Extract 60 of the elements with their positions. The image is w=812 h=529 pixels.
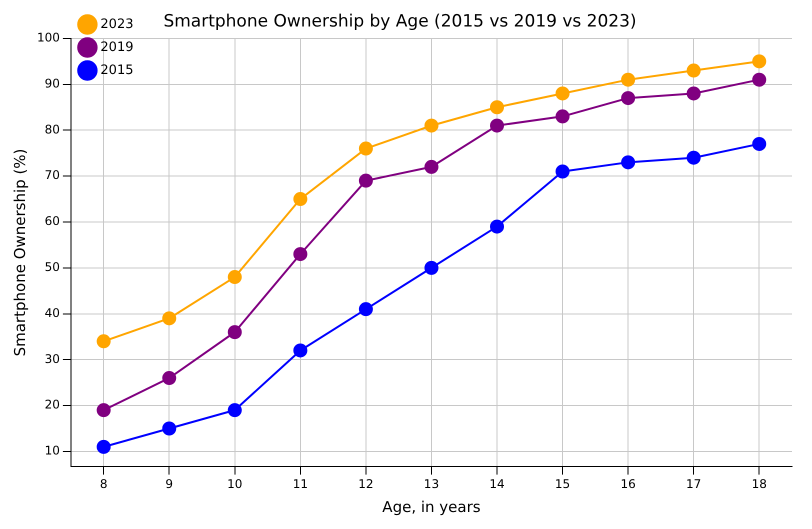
x-tick-label: 17 (686, 476, 702, 491)
point (686, 64, 701, 78)
y-tick-label: 90 (44, 76, 60, 90)
point (162, 371, 176, 386)
legend-label: 2015 (100, 62, 134, 78)
y-tick-label: 40 (44, 306, 60, 320)
point (162, 422, 176, 436)
point (228, 403, 242, 418)
point (293, 247, 308, 262)
point (162, 311, 176, 326)
x-tick-label: 8 (100, 476, 108, 491)
point (686, 86, 701, 100)
point (228, 325, 242, 340)
x-tick-label: 11 (292, 476, 308, 491)
point (96, 403, 111, 418)
x-tick-label: 9 (165, 476, 174, 491)
point (752, 72, 766, 87)
point (490, 118, 504, 133)
legend-label: 2023 (100, 16, 134, 32)
point (490, 220, 504, 234)
y-tick-label: 100 (37, 30, 60, 45)
y-tick-label: 10 (44, 444, 60, 458)
point (556, 86, 570, 100)
point (358, 174, 373, 188)
point (556, 164, 570, 178)
x-tick-label: 14 (489, 476, 505, 491)
x-tick-label: 18 (752, 476, 767, 491)
y-tick-label: 30 (44, 352, 60, 366)
point (752, 136, 766, 151)
y-tick-label: 20 (44, 398, 60, 412)
y-tick-label: 50 (44, 260, 60, 274)
point (621, 72, 636, 87)
x-tick-label: 16 (620, 476, 636, 491)
point (424, 118, 438, 133)
point (686, 150, 701, 165)
y-tick-label: 80 (44, 122, 60, 136)
y-axis-title: Smartphone Ownership (%) (10, 148, 29, 356)
point (621, 155, 636, 170)
point (96, 440, 111, 454)
point (293, 343, 308, 358)
point (228, 270, 242, 284)
point (556, 109, 570, 124)
legend-label: 2019 (100, 40, 134, 55)
x-tick-label: 15 (554, 476, 570, 491)
chart-title: Smartphone Ownership by Age (2015 vs 2019 vs 2023) (163, 12, 637, 32)
point (424, 160, 438, 174)
point (490, 100, 504, 114)
y-tick-label: 60 (44, 214, 60, 228)
point (293, 192, 308, 206)
point (752, 54, 766, 68)
x-tick-label: 12 (358, 476, 374, 491)
point (358, 142, 373, 156)
x-tick-label: 13 (424, 476, 440, 491)
point (424, 260, 438, 275)
x-axis-title: Age, in years (382, 498, 481, 516)
x-tick-label: 10 (227, 476, 242, 491)
point (358, 302, 373, 316)
y-tick-label: 70 (44, 168, 60, 182)
point (96, 334, 111, 348)
point (621, 91, 636, 106)
